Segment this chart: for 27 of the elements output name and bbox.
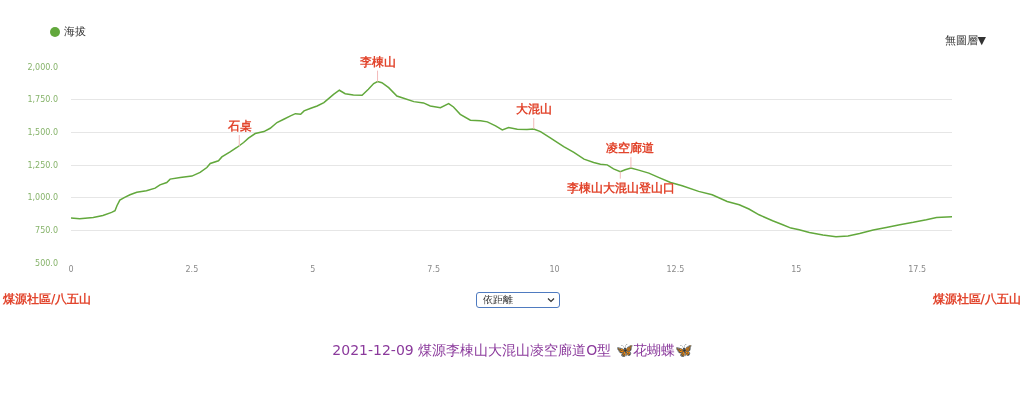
x-tick-label: 5	[310, 265, 316, 274]
x-tick-label: 10	[549, 265, 560, 274]
y-tick-label: 1,500.0	[27, 128, 58, 138]
y-tick-label: 750.0	[35, 226, 58, 236]
layer-menu: 無圖層▼	[944, 33, 986, 48]
text: 2021-12-09 煤源李棟山大混山凌空廊道O型 🦋花蝴蝶🦋	[332, 341, 693, 358]
start-place-label: 煤源社區/八五山	[3, 291, 92, 308]
sort-select: 依距離	[476, 292, 560, 308]
annotation: 凌空廊道	[606, 141, 655, 155]
x-tick-label: 2.5	[185, 265, 199, 274]
x-tick-label: 17.5	[908, 265, 927, 274]
y-tick-label: 1,000.0	[27, 193, 58, 203]
x-tick-label: 15	[791, 265, 802, 274]
line-series	[71, 80, 952, 238]
legend-label: 海拔	[64, 24, 86, 39]
y-tick-label: 1,750.0	[27, 95, 58, 105]
annotation: 李棟山大混山登山口	[566, 181, 675, 195]
x-tick-label: 0	[68, 265, 74, 274]
annotation: 大混山	[516, 102, 552, 116]
y-tick-label: 1,250.0	[27, 160, 58, 170]
y-tick-label: 2,000.0	[27, 62, 58, 72]
end-place-label: 煤源社區/八五山	[932, 291, 1021, 308]
x-tick-label: 12.5	[666, 265, 685, 274]
x-tick-label: 7.5	[427, 265, 441, 274]
annotation: 李棟山	[359, 55, 396, 69]
y-tick-label: 500.0	[35, 258, 58, 268]
annotation: 石桌	[227, 119, 252, 133]
